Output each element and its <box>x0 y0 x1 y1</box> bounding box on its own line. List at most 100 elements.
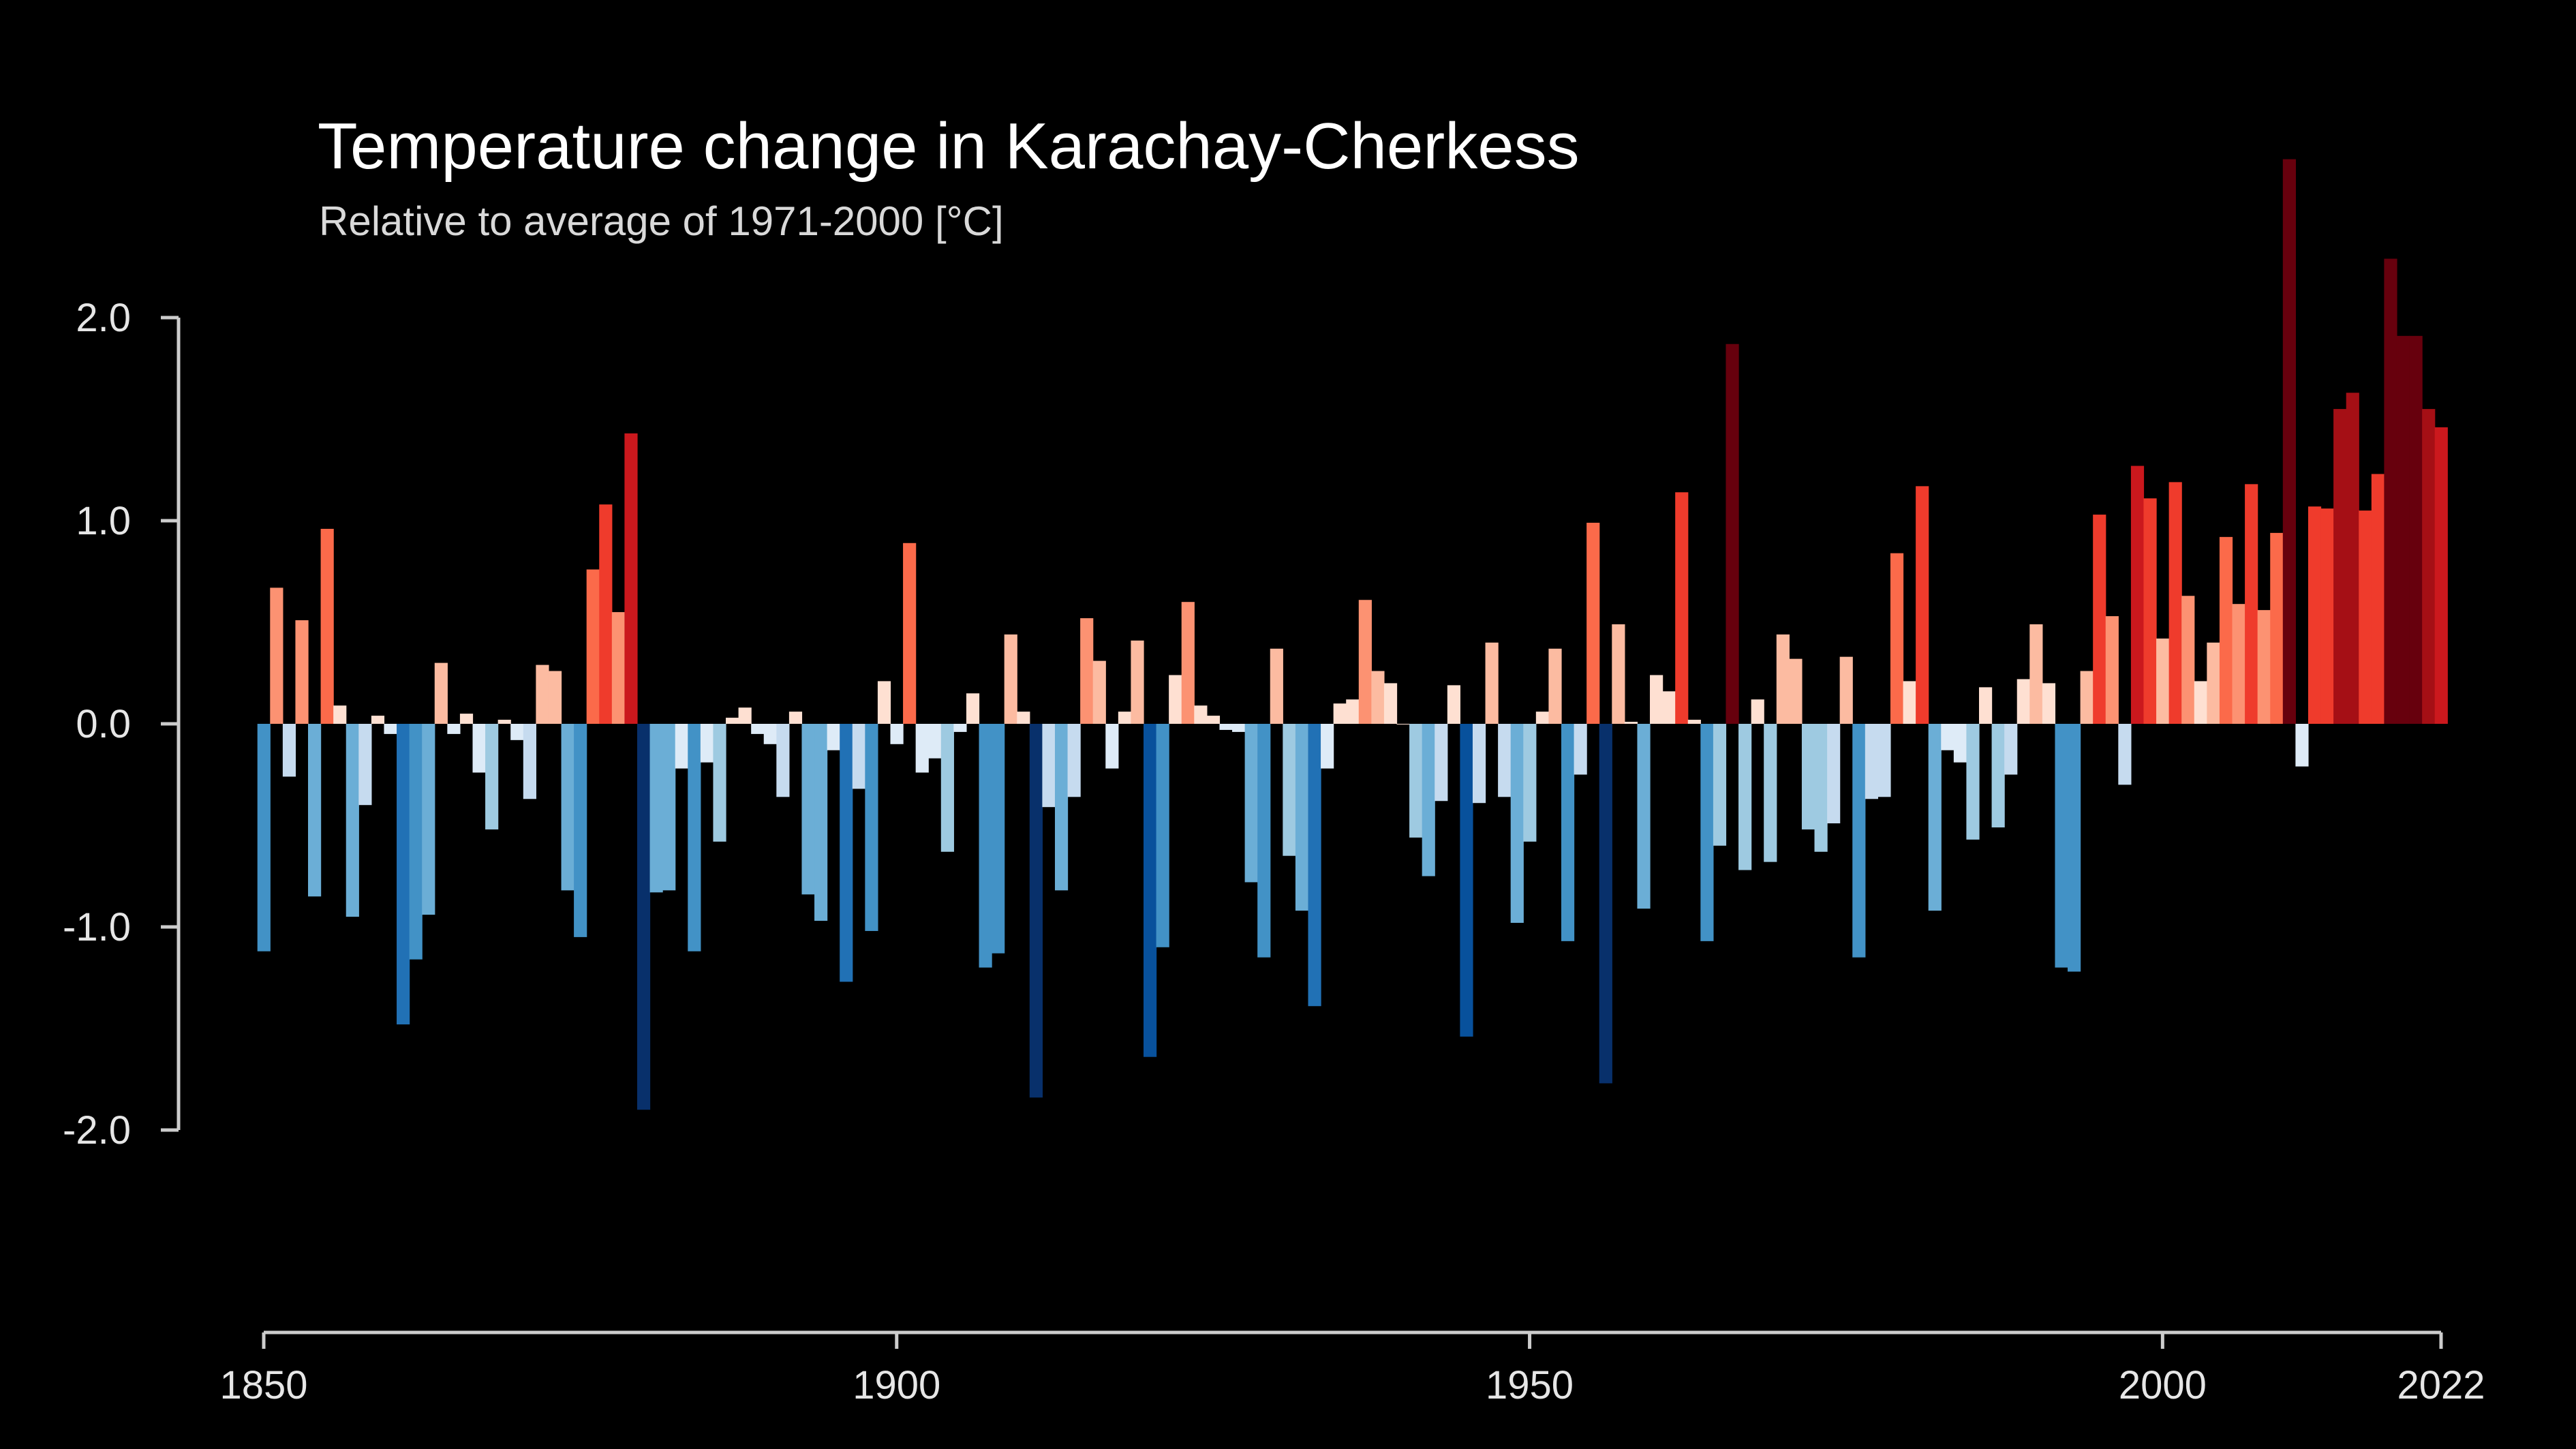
bar-1997 <box>2118 724 2132 785</box>
bar-1893 <box>801 724 815 895</box>
bar-1868 <box>485 724 499 829</box>
chart-title: Temperature change in Karachay-Cherkess <box>318 110 1580 183</box>
bar-1890 <box>763 724 777 744</box>
bar-1922 <box>1169 675 1182 724</box>
bar-1981 <box>1916 486 1929 724</box>
bar-1932 <box>1295 724 1309 911</box>
bar-1898 <box>865 724 878 931</box>
bar-1888 <box>738 707 752 724</box>
bar-1941 <box>1409 724 1423 838</box>
bar-1862 <box>409 724 423 960</box>
bar-2017 <box>2371 474 2385 724</box>
bar-1912 <box>1042 724 1056 808</box>
bar-2003 <box>2194 681 2207 724</box>
bar-1873 <box>548 671 562 724</box>
bar-1906 <box>966 693 980 724</box>
bar-1878 <box>611 612 626 724</box>
bar-1867 <box>472 724 486 773</box>
bar-1887 <box>726 718 739 724</box>
bar-1865 <box>447 724 461 734</box>
bar-1864 <box>434 662 448 724</box>
bar-1970 <box>1776 634 1790 724</box>
bar-2002 <box>2181 596 2195 724</box>
bar-1918 <box>1118 712 1132 724</box>
bar-1974 <box>1827 724 1841 824</box>
bar-2008 <box>2257 610 2271 724</box>
bar-1980 <box>1903 681 1916 724</box>
bar-1963 <box>1687 720 1701 724</box>
bar-1979 <box>1890 553 1904 724</box>
bar-1945 <box>1460 724 1473 1037</box>
bar-1936 <box>1346 699 1360 724</box>
bar-2020 <box>2409 335 2423 724</box>
bar-1966 <box>1726 344 1739 724</box>
bar-2014 <box>2333 409 2347 724</box>
bar-1983 <box>1941 724 1954 750</box>
bar-1990 <box>2029 624 2043 724</box>
bar-1860 <box>384 724 397 734</box>
bar-1881 <box>649 724 663 893</box>
bar-1946 <box>1472 724 1486 804</box>
bar-2013 <box>2320 508 2334 724</box>
bar-1964 <box>1700 724 1714 941</box>
bar-1889 <box>751 724 765 734</box>
y-tick-label: 2.0 <box>76 296 131 340</box>
bar-1875 <box>574 724 587 937</box>
bar-1916 <box>1092 660 1106 724</box>
bar-1884 <box>688 724 701 951</box>
bar-1959 <box>1637 724 1651 909</box>
bar-1961 <box>1662 691 1676 724</box>
bar-1891 <box>776 724 790 797</box>
bar-1907 <box>979 724 992 968</box>
bar-1870 <box>510 724 524 740</box>
bar-1899 <box>877 681 891 724</box>
bar-1952 <box>1548 648 1562 724</box>
bar-1923 <box>1181 602 1195 724</box>
bar-1857 <box>346 724 359 917</box>
bar-2018 <box>2384 258 2397 724</box>
bar-2007 <box>2245 484 2258 724</box>
bar-2004 <box>2207 642 2220 724</box>
y-tick-label: -2.0 <box>63 1108 131 1153</box>
y-tick-label: -1.0 <box>63 905 131 949</box>
bar-1921 <box>1156 724 1169 947</box>
bar-1943 <box>1435 724 1448 802</box>
bar-1954 <box>1574 724 1587 775</box>
bar-1977 <box>1865 724 1878 799</box>
bar-1883 <box>675 724 688 769</box>
bar-1948 <box>1498 724 1512 797</box>
bar-1913 <box>1054 724 1069 891</box>
bar-2012 <box>2307 506 2322 724</box>
bar-1978 <box>1877 724 1891 797</box>
bar-2021 <box>2422 409 2436 724</box>
bar-2005 <box>2219 536 2233 724</box>
bar-2016 <box>2359 510 2372 724</box>
bar-1876 <box>586 569 600 724</box>
bar-1851 <box>270 588 283 724</box>
bar-1910 <box>1017 712 1030 724</box>
bar-1975 <box>1839 656 1853 724</box>
bar-1957 <box>1612 624 1625 724</box>
bar-1956 <box>1599 724 1612 1084</box>
bar-series <box>257 159 2448 1110</box>
bar-1882 <box>662 724 676 891</box>
bar-1909 <box>1004 634 1017 724</box>
bar-1856 <box>333 705 347 724</box>
bar-1917 <box>1105 724 1119 769</box>
bar-1991 <box>2042 683 2056 724</box>
bar-1869 <box>497 720 511 724</box>
bar-1892 <box>788 712 803 724</box>
bar-1931 <box>1283 724 1296 856</box>
bar-1998 <box>2130 466 2145 724</box>
bar-1965 <box>1713 724 1727 846</box>
bar-1939 <box>1383 683 1398 724</box>
bar-1993 <box>2068 724 2081 972</box>
bar-2011 <box>2295 724 2309 767</box>
bar-1871 <box>523 724 536 799</box>
bar-1900 <box>890 724 904 744</box>
x-tick-label: 1900 <box>853 1363 940 1407</box>
bar-1985 <box>1966 724 1980 840</box>
bar-1989 <box>2017 679 2030 724</box>
bar-1874 <box>561 724 574 891</box>
bar-1971 <box>1789 658 1803 724</box>
